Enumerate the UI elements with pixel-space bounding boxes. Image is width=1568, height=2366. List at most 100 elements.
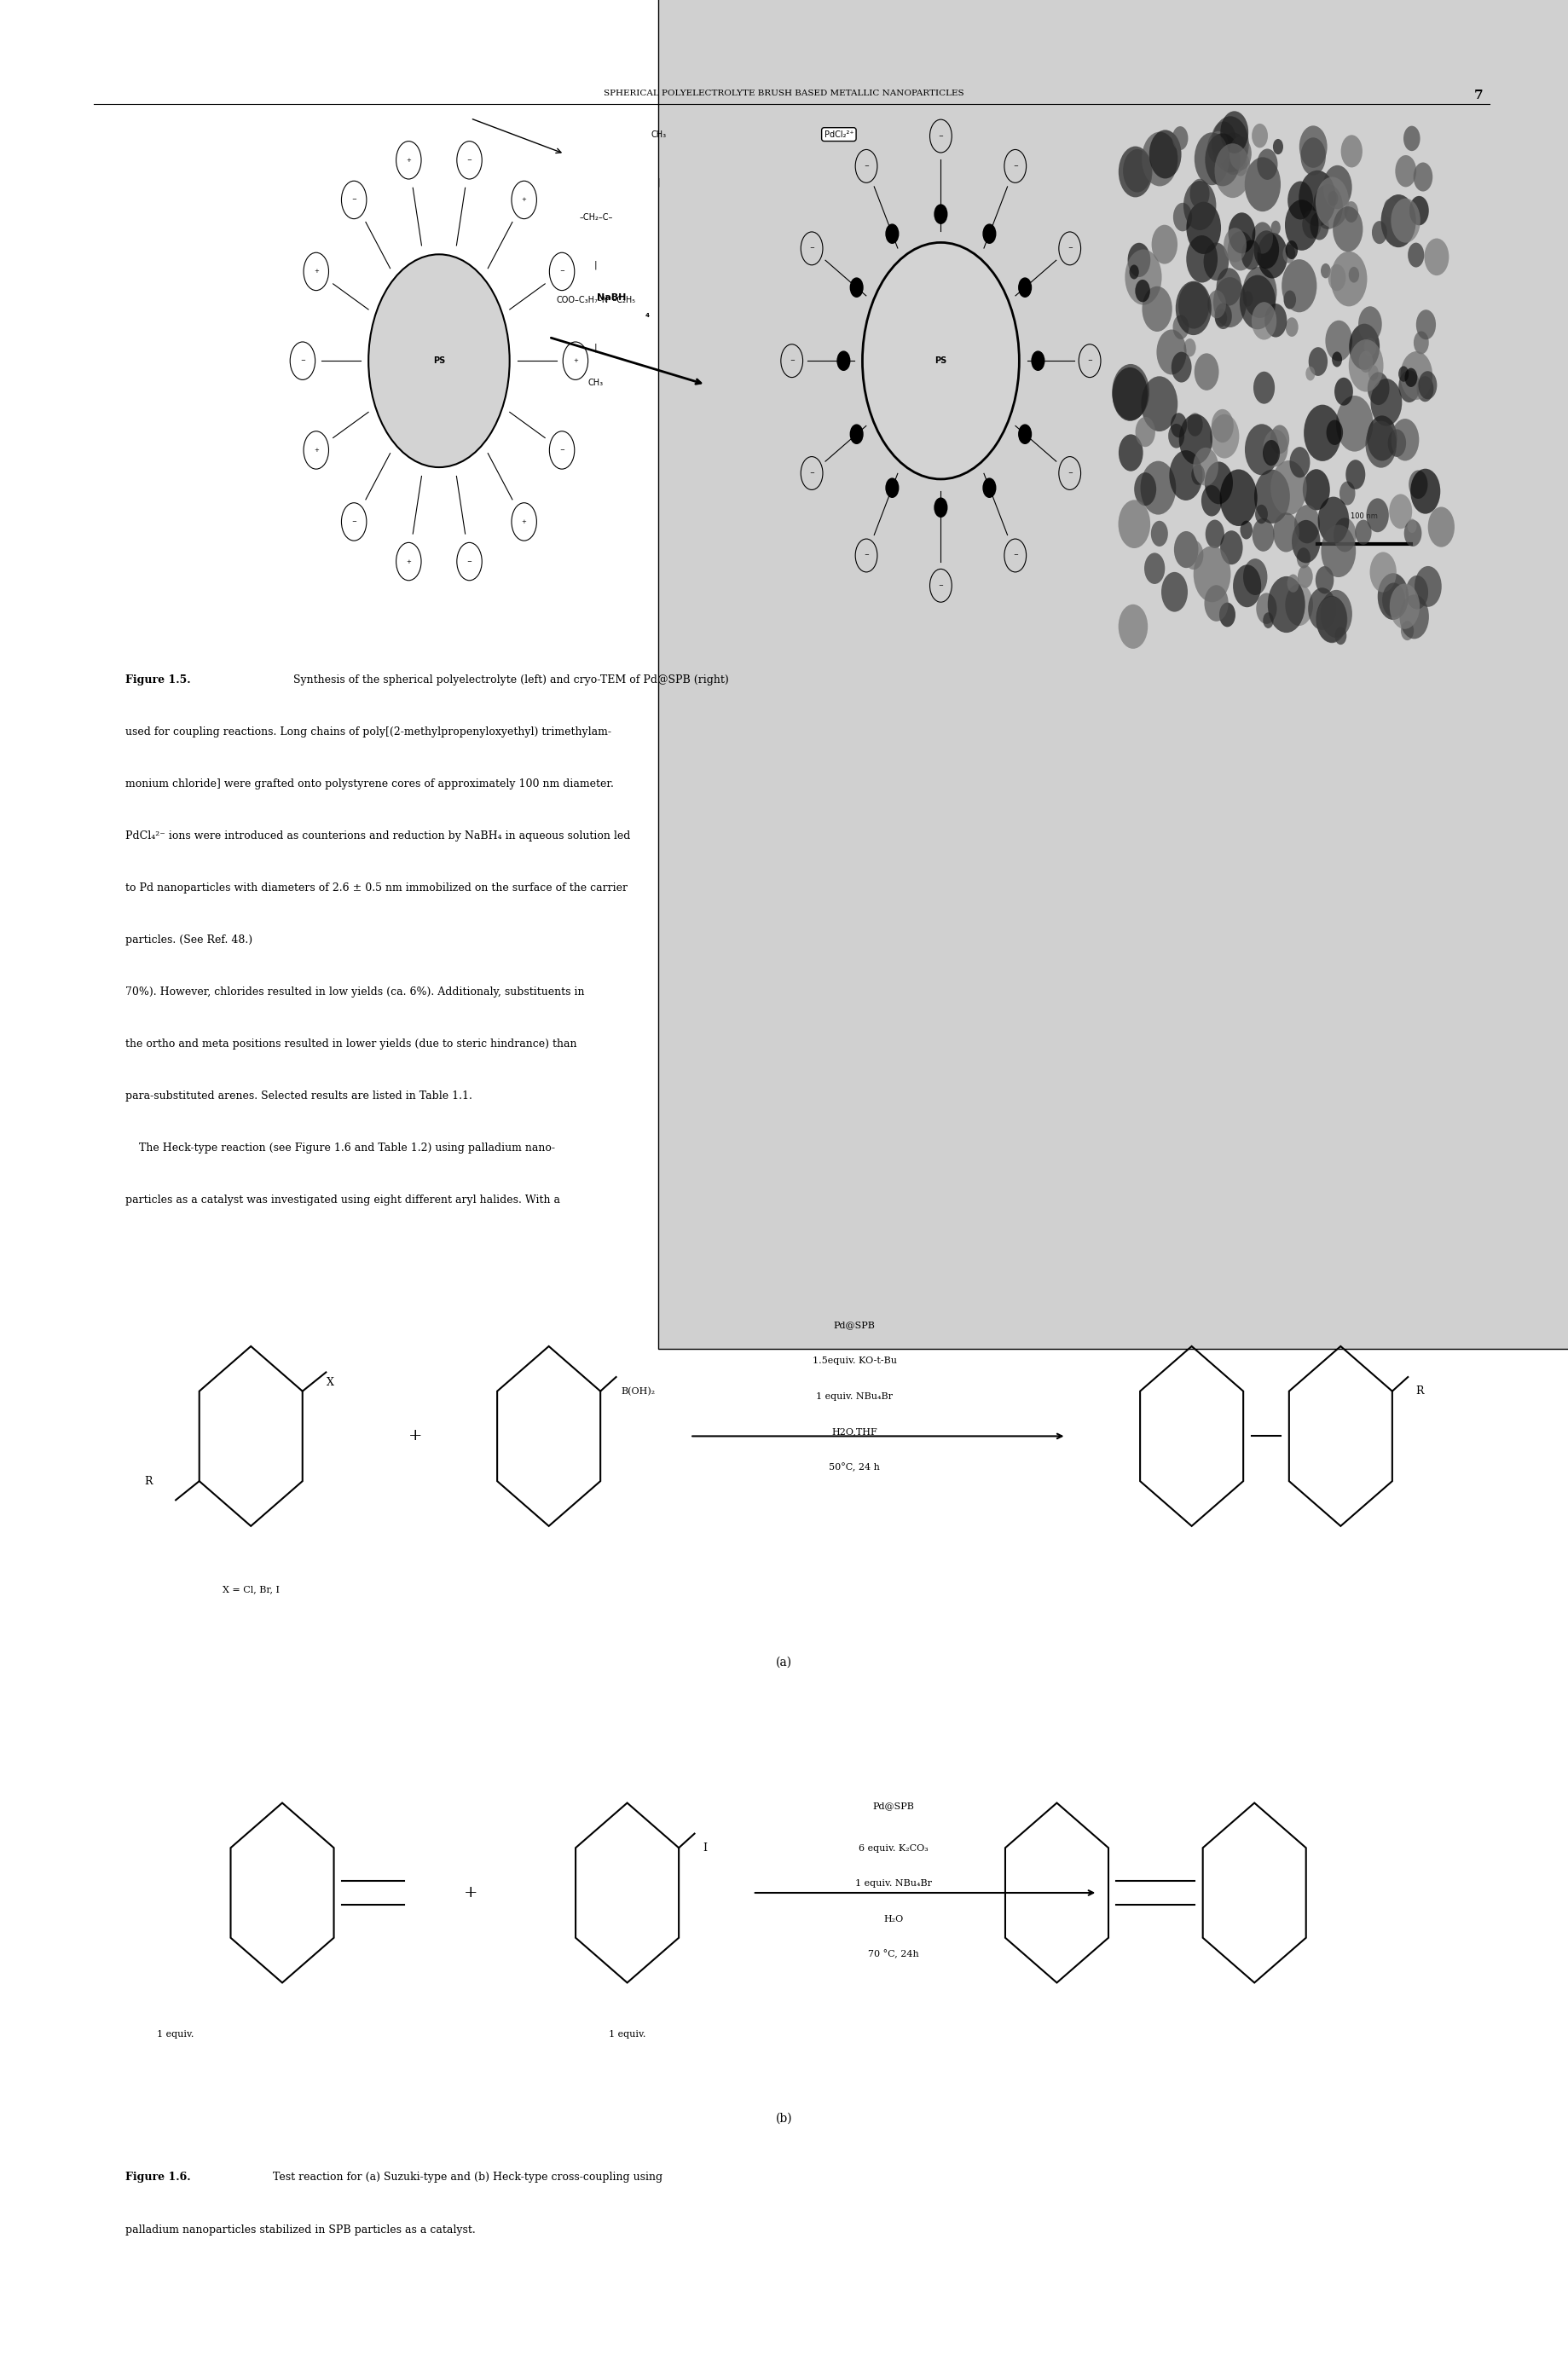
Text: 1.5equiv. KO-t-Bu: 1.5equiv. KO-t-Bu [812,1356,897,1365]
Circle shape [1135,279,1149,303]
Circle shape [1184,539,1203,570]
Circle shape [1254,504,1269,523]
Circle shape [1220,603,1236,627]
Circle shape [1391,199,1421,244]
Text: Synthesis of the spherical polyelectrolyte (left) and cryo-TEM of Pd@SPB (right): Synthesis of the spherical polyelectroly… [290,674,729,686]
Text: |: | [594,260,597,270]
Circle shape [1308,587,1336,629]
Circle shape [1215,144,1251,199]
Text: −: − [351,196,356,203]
Circle shape [1286,584,1312,627]
Text: +: + [522,196,527,203]
Circle shape [1283,244,1295,263]
Circle shape [1364,338,1377,357]
Text: 1 equiv. NBu₄Br: 1 equiv. NBu₄Br [817,1391,892,1401]
Text: Pd@SPB: Pd@SPB [834,1320,875,1330]
Circle shape [1317,596,1347,644]
Text: R: R [1416,1386,1424,1396]
Circle shape [1240,274,1276,329]
Text: Figure 1.6.: Figure 1.6. [125,2172,191,2184]
Circle shape [1254,230,1279,270]
Text: H2O,THF: H2O,THF [831,1427,878,1436]
Text: 50°C, 24 h: 50°C, 24 h [829,1462,880,1472]
Text: −: − [299,357,306,364]
Circle shape [1176,282,1212,336]
Circle shape [368,256,510,468]
Circle shape [1406,575,1428,610]
Text: +: + [406,159,411,163]
Circle shape [1184,180,1217,230]
Circle shape [1253,518,1275,551]
Circle shape [1323,166,1352,208]
Text: Pd@SPB: Pd@SPB [873,1801,914,1810]
Circle shape [1391,419,1419,461]
Text: R: R [144,1476,152,1486]
Circle shape [1312,185,1342,230]
Circle shape [1325,319,1352,362]
Circle shape [1381,582,1405,618]
Circle shape [1242,239,1261,270]
Circle shape [1273,140,1283,154]
Circle shape [1251,222,1273,253]
Circle shape [1328,192,1338,206]
Circle shape [935,499,947,518]
Circle shape [1322,525,1356,577]
Circle shape [1300,137,1327,175]
Text: PS: PS [935,357,947,364]
Circle shape [1339,480,1355,506]
Circle shape [1272,220,1281,234]
Circle shape [1405,369,1417,388]
Circle shape [1428,506,1455,547]
Circle shape [1118,603,1148,648]
Circle shape [1118,147,1152,196]
Circle shape [1129,265,1138,279]
Circle shape [1193,447,1218,485]
Text: the ortho and meta positions resulted in lower yields (due to steric hindrance) : the ortho and meta positions resulted in… [125,1039,577,1051]
Circle shape [1228,213,1256,253]
Text: −: − [560,270,564,274]
Text: to Pd nanoparticles with diameters of 2.6 ± 0.5 nm immobilized on the surface of: to Pd nanoparticles with diameters of 2.… [125,883,627,894]
Text: +: + [314,270,318,274]
Circle shape [1206,132,1240,187]
Text: −: − [560,447,564,452]
Circle shape [1215,303,1232,329]
Circle shape [1123,149,1151,192]
Text: particles. (See Ref. 48.): particles. (See Ref. 48.) [125,935,252,946]
Circle shape [1303,468,1330,511]
Text: monium chloride] were grafted onto polystyrene cores of approximately 100 nm dia: monium chloride] were grafted onto polys… [125,778,615,790]
Text: |: | [594,343,597,353]
Circle shape [1359,350,1374,371]
Circle shape [1424,239,1449,274]
Text: −: − [1087,357,1093,364]
Circle shape [1300,125,1327,168]
Circle shape [1258,232,1287,279]
Circle shape [1192,464,1204,485]
Circle shape [1267,577,1305,632]
Circle shape [1220,132,1247,175]
Circle shape [1331,353,1342,367]
Circle shape [1320,263,1331,279]
Circle shape [1294,504,1320,544]
Circle shape [1019,426,1032,445]
Circle shape [1333,518,1356,551]
Text: −: − [467,159,472,163]
Text: X: X [326,1377,334,1389]
Circle shape [1228,232,1254,270]
Circle shape [1168,424,1184,447]
Text: (a): (a) [776,1656,792,1668]
Circle shape [1408,471,1428,499]
Circle shape [1118,435,1143,471]
Circle shape [1416,376,1433,402]
Circle shape [1305,405,1341,461]
Circle shape [1400,594,1428,639]
Circle shape [1187,412,1203,435]
Circle shape [1331,251,1367,308]
Circle shape [1381,194,1416,248]
Circle shape [1388,428,1406,457]
Text: −: − [351,518,356,525]
Text: COO–C₃H₇–N⁺–C₂H₅: COO–C₃H₇–N⁺–C₂H₅ [557,296,635,305]
Circle shape [1400,350,1433,400]
Text: 70%). However, chlorides resulted in low yields (ca. 6%). Additionaly, substitue: 70%). However, chlorides resulted in low… [125,987,585,998]
Circle shape [1212,116,1248,173]
Circle shape [935,206,947,225]
